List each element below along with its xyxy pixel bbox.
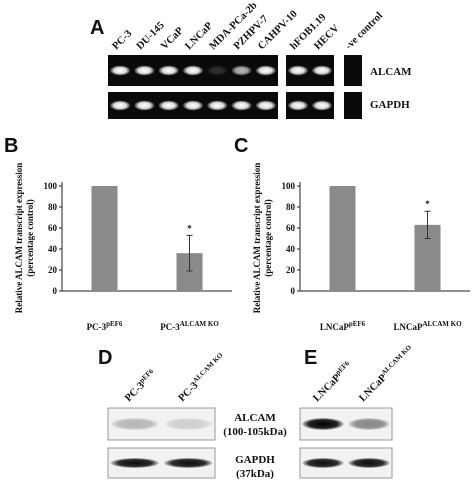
panel-label: B	[4, 135, 18, 157]
row-label: ALCAM	[234, 412, 276, 424]
y-tick-label: 80	[286, 202, 296, 212]
y-axis-label: (percentage control)	[25, 199, 35, 276]
blot-band	[110, 458, 159, 468]
panel-label: C	[234, 135, 248, 157]
band	[207, 65, 228, 76]
significance: *	[425, 199, 430, 209]
band	[311, 100, 333, 111]
panel-label: E	[304, 347, 317, 369]
blot-band	[110, 418, 159, 430]
category: PC-3	[160, 322, 180, 332]
band	[287, 100, 309, 111]
blot-band	[302, 458, 344, 468]
blot-band	[302, 418, 344, 430]
band	[158, 65, 179, 76]
band	[134, 65, 155, 76]
y-tick-label: 40	[48, 244, 58, 254]
y-axis-label: (percentage control)	[263, 199, 273, 276]
y-tick-label: 0	[291, 286, 296, 296]
band	[109, 65, 131, 76]
gel	[344, 92, 362, 119]
category-superscript: ALCAM KO	[180, 320, 220, 328]
x-tick-label: PC-3pEF6	[87, 320, 123, 332]
y-tick-label: 100	[282, 181, 296, 191]
row-label: ALCAM	[370, 66, 412, 78]
x-tick-label: LNCaPALCAM KO	[393, 320, 462, 332]
y-tick-label: 60	[286, 223, 296, 233]
blot-band	[164, 458, 213, 468]
y-tick-label: 0	[53, 286, 58, 296]
category: LNCaP	[393, 322, 423, 332]
band	[231, 100, 252, 111]
lane-superscript: pEF6	[138, 367, 156, 385]
band	[287, 65, 309, 76]
lane-label: -ve control	[343, 10, 385, 52]
y-axis-label: Relative ALCAM transcript expression	[252, 163, 262, 314]
y-tick-label: 100	[44, 181, 58, 191]
category-superscript: ALCAM KO	[422, 320, 462, 328]
band	[134, 100, 155, 111]
category: PC-3	[87, 322, 107, 332]
lane-label: PC-3	[110, 28, 134, 52]
blot-band	[164, 418, 213, 430]
lane-superscript: pEF6	[334, 359, 352, 377]
bar	[91, 186, 118, 291]
row-label: GAPDH	[235, 454, 275, 466]
y-tick-label: 40	[286, 244, 296, 254]
lane-superscript: ALCAM KO	[380, 343, 414, 377]
band	[311, 65, 333, 76]
significance: *	[187, 223, 192, 233]
error-bar	[424, 210, 431, 239]
x-tick-label: PC-3ALCAM KO	[160, 320, 219, 332]
lane-label: LNCaPALCAM KO	[356, 343, 417, 404]
lane-label: PC-3pEF6	[122, 367, 159, 404]
y-tick-label: 20	[48, 265, 58, 275]
category: LNCaP	[320, 322, 350, 332]
x-tick-label: LNCaPpEF6	[320, 320, 366, 332]
bar	[329, 186, 356, 291]
band	[255, 100, 277, 111]
y-axis-label: Relative ALCAM transcript expression	[14, 163, 24, 314]
band	[207, 100, 228, 111]
y-tick-label: 20	[286, 265, 296, 275]
band	[182, 65, 204, 76]
row-label: (100-105kDa)	[223, 426, 287, 438]
lane-superscript: ALCAM KO	[191, 351, 225, 385]
band	[231, 65, 252, 76]
band	[182, 100, 204, 111]
band	[109, 100, 131, 111]
row-label: GAPDH	[370, 99, 410, 111]
panel-label: A	[90, 17, 104, 39]
category-superscript: pEF6	[349, 320, 366, 328]
category-superscript: pEF6	[106, 320, 123, 328]
y-tick-label: 60	[48, 223, 58, 233]
blot-band	[348, 418, 390, 430]
band	[158, 100, 179, 111]
blot-band	[348, 458, 390, 468]
y-tick-label: 80	[48, 202, 58, 212]
lane-label: PC-3ALCAM KO	[175, 351, 228, 404]
panel-label: D	[98, 347, 112, 369]
error-bar	[186, 234, 193, 272]
row-label: (37kDa)	[236, 468, 274, 480]
band	[255, 65, 277, 76]
gel	[344, 55, 362, 86]
